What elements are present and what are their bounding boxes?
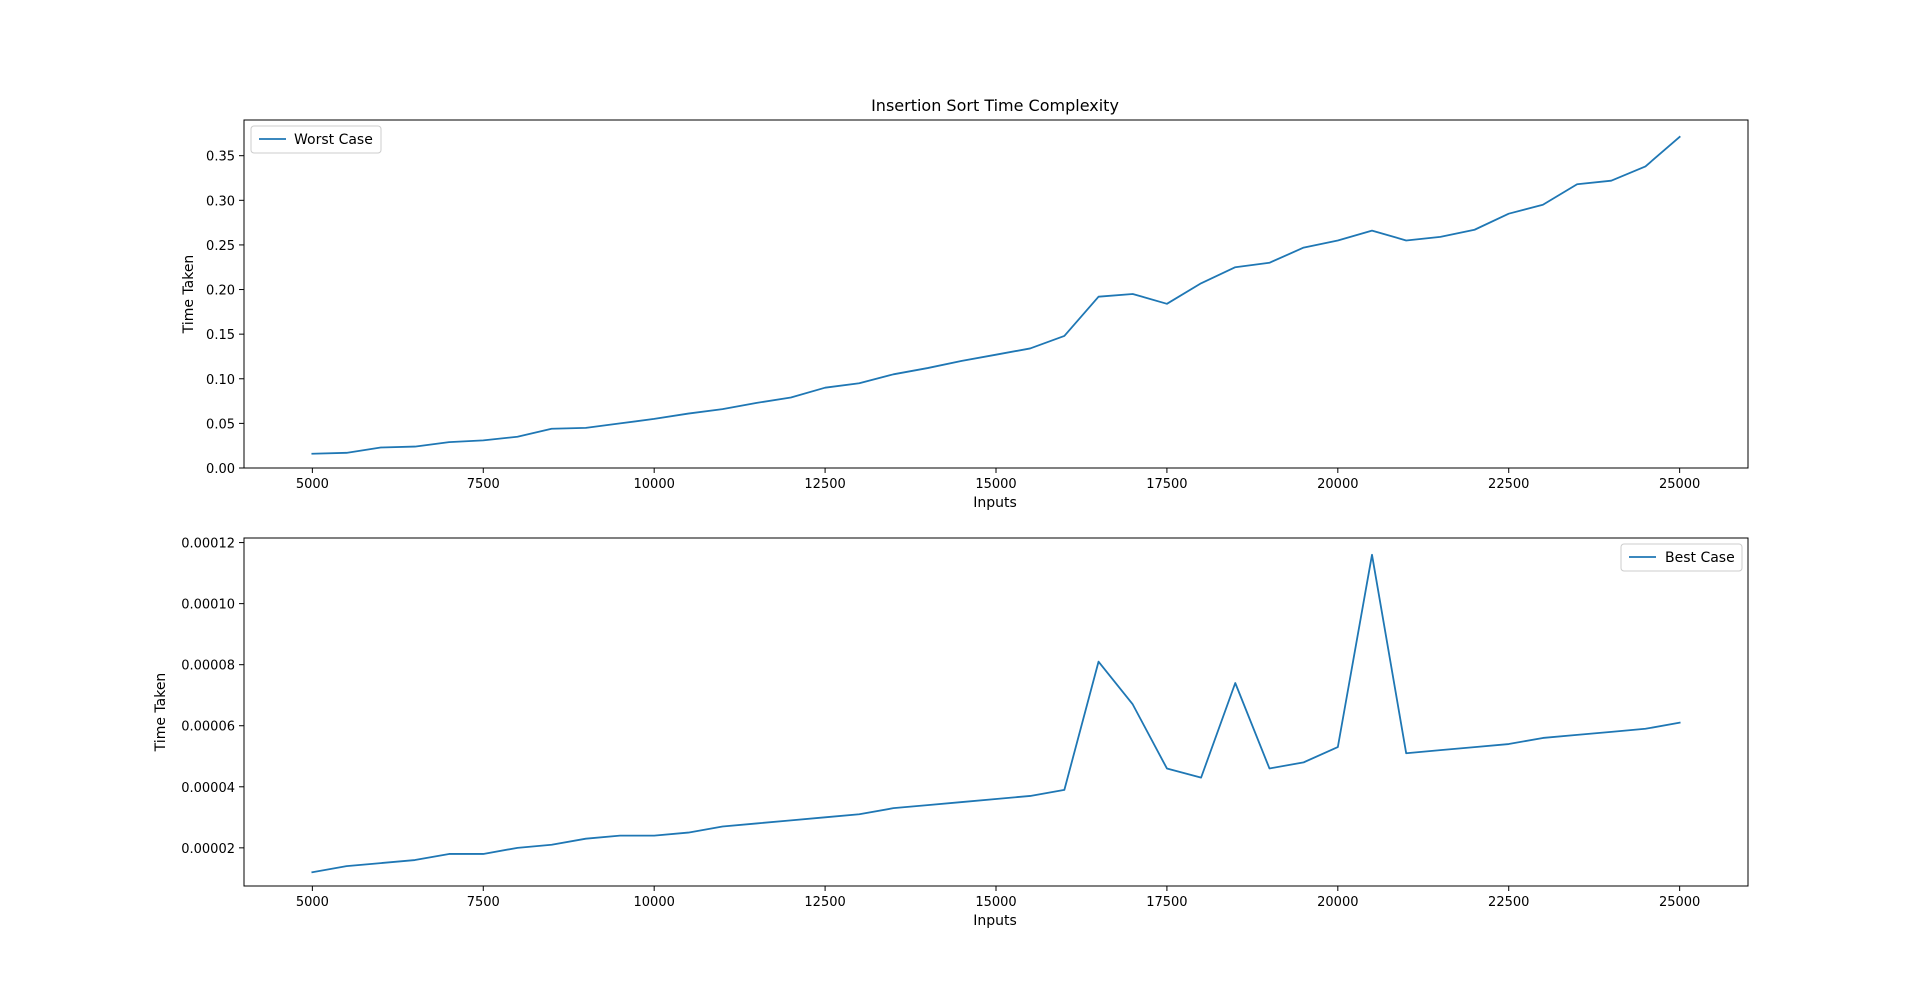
x-tick-label: 7500 bbox=[467, 895, 500, 910]
best-case-axes-frame bbox=[243, 537, 1749, 887]
x-tick-label: 22500 bbox=[1488, 895, 1529, 910]
y-tick-label: 0.00010 bbox=[181, 598, 235, 613]
x-tick-label: 20000 bbox=[1317, 477, 1358, 492]
worst-case-lines bbox=[311, 135, 1681, 455]
y-tick-label: 0.00 bbox=[206, 462, 235, 477]
y-tick-label: 0.25 bbox=[206, 239, 235, 254]
worst-case-legend: Worst Case bbox=[250, 125, 382, 154]
x-tick-label: 12500 bbox=[804, 895, 845, 910]
y-tick-label: 0.00002 bbox=[181, 842, 235, 857]
y-tick-label: 0.10 bbox=[206, 373, 235, 388]
best-case-chart: 5000 7500 10000 12500 15000 17500 20000 22500 25… bbox=[153, 537, 1749, 929]
y-tick-label: 0.05 bbox=[206, 417, 235, 432]
x-tick-label: 10000 bbox=[634, 895, 675, 910]
legend-label: Worst Case bbox=[294, 132, 373, 148]
y-tick-label: 0.00008 bbox=[181, 659, 235, 674]
best-case-lines bbox=[311, 553, 1681, 874]
x-tick-label: 10000 bbox=[634, 477, 675, 492]
y-tick-label: 0.00004 bbox=[181, 781, 235, 796]
best-case-y-axis-label: Time Taken bbox=[153, 673, 169, 753]
y-tick-label: 0.15 bbox=[206, 328, 235, 343]
x-tick-label: 22500 bbox=[1488, 477, 1529, 492]
best-case-ticks: 5000 7500 10000 12500 15000 17500 20000 22500 25… bbox=[181, 537, 1700, 910]
worst-case-axes-frame bbox=[243, 119, 1749, 469]
legend-label: Best Case bbox=[1665, 550, 1735, 566]
series-line bbox=[311, 135, 1681, 455]
y-tick-label: 0.35 bbox=[206, 150, 235, 165]
y-tick-label: 0.20 bbox=[206, 284, 235, 299]
x-tick-label: 17500 bbox=[1146, 477, 1187, 492]
y-tick-label: 0.30 bbox=[206, 194, 235, 209]
legend-box bbox=[250, 125, 382, 154]
x-tick-label: 15000 bbox=[975, 477, 1016, 492]
worst-case-ticks: 5000 7500 10000 12500 15000 17500 20000 22500 25… bbox=[206, 150, 1700, 492]
x-tick-label: 20000 bbox=[1317, 895, 1358, 910]
x-tick-label: 5000 bbox=[296, 477, 329, 492]
legend-box bbox=[1620, 543, 1743, 572]
x-tick-label: 15000 bbox=[975, 895, 1016, 910]
worst-case-y-axis-label: Time Taken bbox=[181, 255, 197, 335]
chart-title: Insertion Sort Time Complexity bbox=[871, 96, 1119, 115]
y-tick-label: 0.00012 bbox=[181, 537, 235, 552]
best-case-x-axis-label: Inputs bbox=[973, 913, 1017, 929]
series-line bbox=[311, 553, 1681, 874]
x-tick-label: 25000 bbox=[1659, 895, 1700, 910]
x-tick-label: 25000 bbox=[1659, 477, 1700, 492]
y-tick-label: 0.00006 bbox=[181, 720, 235, 735]
x-tick-label: 5000 bbox=[296, 895, 329, 910]
worst-case-chart: Insertion Sort Time Complexity 5000 7500 1… bbox=[181, 96, 1749, 511]
x-tick-label: 17500 bbox=[1146, 895, 1187, 910]
worst-case-x-axis-label: Inputs bbox=[973, 495, 1017, 511]
x-tick-label: 7500 bbox=[467, 477, 500, 492]
x-tick-label: 12500 bbox=[804, 477, 845, 492]
best-case-legend: Best Case bbox=[1620, 543, 1743, 572]
